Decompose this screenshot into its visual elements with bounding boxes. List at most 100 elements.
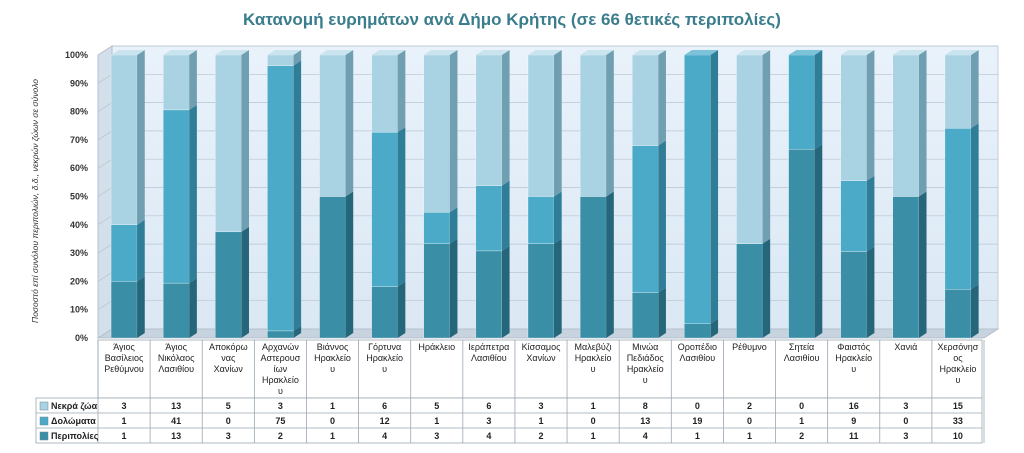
bar-segment-side <box>710 50 719 324</box>
bar-segment <box>632 292 659 339</box>
table-cell: 41 <box>171 416 181 426</box>
bar-segment <box>319 54 346 197</box>
bar-stack <box>475 50 510 339</box>
bar-segment-side <box>241 50 249 232</box>
table-cell: 3 <box>903 431 908 441</box>
bar-segment-side <box>970 284 979 338</box>
bar-stack <box>215 50 249 339</box>
bar-segment-side <box>397 281 406 338</box>
category-label: Χερσόνησ ος Ηρακλείο υ <box>938 342 979 385</box>
y-tick-label: 60% <box>70 163 88 173</box>
bar-top <box>423 50 458 55</box>
table-cell: 1 <box>591 401 596 411</box>
table-cell: 3 <box>486 416 491 426</box>
table-cell: 3 <box>903 401 908 411</box>
table-cell: 13 <box>171 401 181 411</box>
bar-segment <box>163 109 190 284</box>
bar-segment-side <box>554 238 562 338</box>
table-cell: 16 <box>849 401 859 411</box>
bar-segment <box>944 54 972 129</box>
bar-segment <box>475 54 503 186</box>
category-label: Φαιστός Ηρακλείο υ <box>835 342 872 374</box>
table-cell: 8 <box>643 401 648 411</box>
bar-segment-side <box>658 50 666 146</box>
table-cell: 1 <box>695 431 700 441</box>
bar-stack <box>788 50 823 339</box>
bar-segment-side <box>658 287 666 338</box>
table-cell: 4 <box>486 431 491 441</box>
y-tick-label: 30% <box>70 248 88 258</box>
bar-segment <box>163 54 190 111</box>
bar-segment <box>267 65 294 332</box>
bar-segment-side <box>397 50 406 133</box>
bar-top <box>736 50 771 55</box>
bar-segment <box>788 54 815 150</box>
bar-segment-side <box>606 50 614 197</box>
bar-stack <box>736 50 771 339</box>
bar-segment <box>475 185 503 252</box>
table-cell: 5 <box>226 401 231 411</box>
table-cell: 0 <box>330 416 335 426</box>
bar-segment <box>527 243 555 339</box>
bar-segment-side <box>241 226 249 338</box>
bar-segment <box>319 196 346 339</box>
table-cell: 3 <box>434 431 439 441</box>
bar-segment <box>527 196 555 244</box>
bar-segment <box>892 196 919 339</box>
bar-stack <box>684 50 719 339</box>
legend-swatch <box>39 416 49 426</box>
bar-segment <box>423 54 450 213</box>
bar-segment-side <box>554 50 562 197</box>
table-cell: 19 <box>692 416 702 426</box>
legend-label: Νεκρά ζώα <box>51 401 98 411</box>
bar-segment-side <box>866 175 875 252</box>
bar-stack <box>840 50 875 339</box>
bar-segment-side <box>814 50 823 150</box>
bar-segment-side <box>137 50 145 225</box>
category-label: Ηράκλειο <box>418 342 455 352</box>
bar-segment <box>684 323 711 339</box>
bar-stack <box>527 50 562 339</box>
y-tick-label: 20% <box>70 276 88 286</box>
y-tick-label: 90% <box>70 78 88 88</box>
table-cell: 2 <box>278 431 283 441</box>
bar-top <box>163 50 197 55</box>
bar-segment <box>788 149 815 339</box>
table-cell: 0 <box>226 416 231 426</box>
bar-segment-side <box>137 276 145 338</box>
bar-segment-side <box>762 238 771 338</box>
bar-segment <box>110 54 138 225</box>
bar-segment-side <box>918 191 927 338</box>
bar-segment <box>579 196 607 339</box>
category-label: Μινώα Πεδιάδος Ηρακλείο υ <box>627 342 665 385</box>
bar-segment <box>110 224 138 282</box>
bar-segment <box>371 54 398 133</box>
category-label: Άγιος Βασίλειος Ρεθύμνου <box>104 342 144 374</box>
table-cell: 15 <box>953 401 963 411</box>
bar-segment <box>684 54 711 325</box>
category-label: Μαλεβύζι Ηρακλείο υ <box>575 342 612 374</box>
table-cell: 12 <box>380 416 390 426</box>
y-axis-ticks: 0% 10% 20% 30% 40% 50% 60% 70% 80% 90% 100% <box>65 50 88 343</box>
table-cell: 10 <box>953 431 963 441</box>
bar-segment <box>944 128 972 290</box>
table-cell: 11 <box>849 431 859 441</box>
legend-label: Δολώματα <box>51 416 96 426</box>
category-label: Ρέθυμνο <box>732 342 767 352</box>
table-cell: 75 <box>275 416 285 426</box>
bar-segment-side <box>554 191 562 244</box>
bar-top <box>215 50 249 55</box>
bars <box>110 50 979 339</box>
bar-segment-side <box>918 50 927 197</box>
category-label: Χανιά <box>894 342 917 352</box>
bar-segment <box>944 289 972 339</box>
bar-stack <box>267 50 302 339</box>
bar-top <box>111 50 145 55</box>
bar-segment-side <box>866 50 875 181</box>
table-cell: 9 <box>851 416 856 426</box>
y-tick-label: 50% <box>70 192 88 202</box>
table-cell: 0 <box>695 401 700 411</box>
table-cell: 1 <box>122 416 127 426</box>
bar-segment-side <box>970 50 979 129</box>
